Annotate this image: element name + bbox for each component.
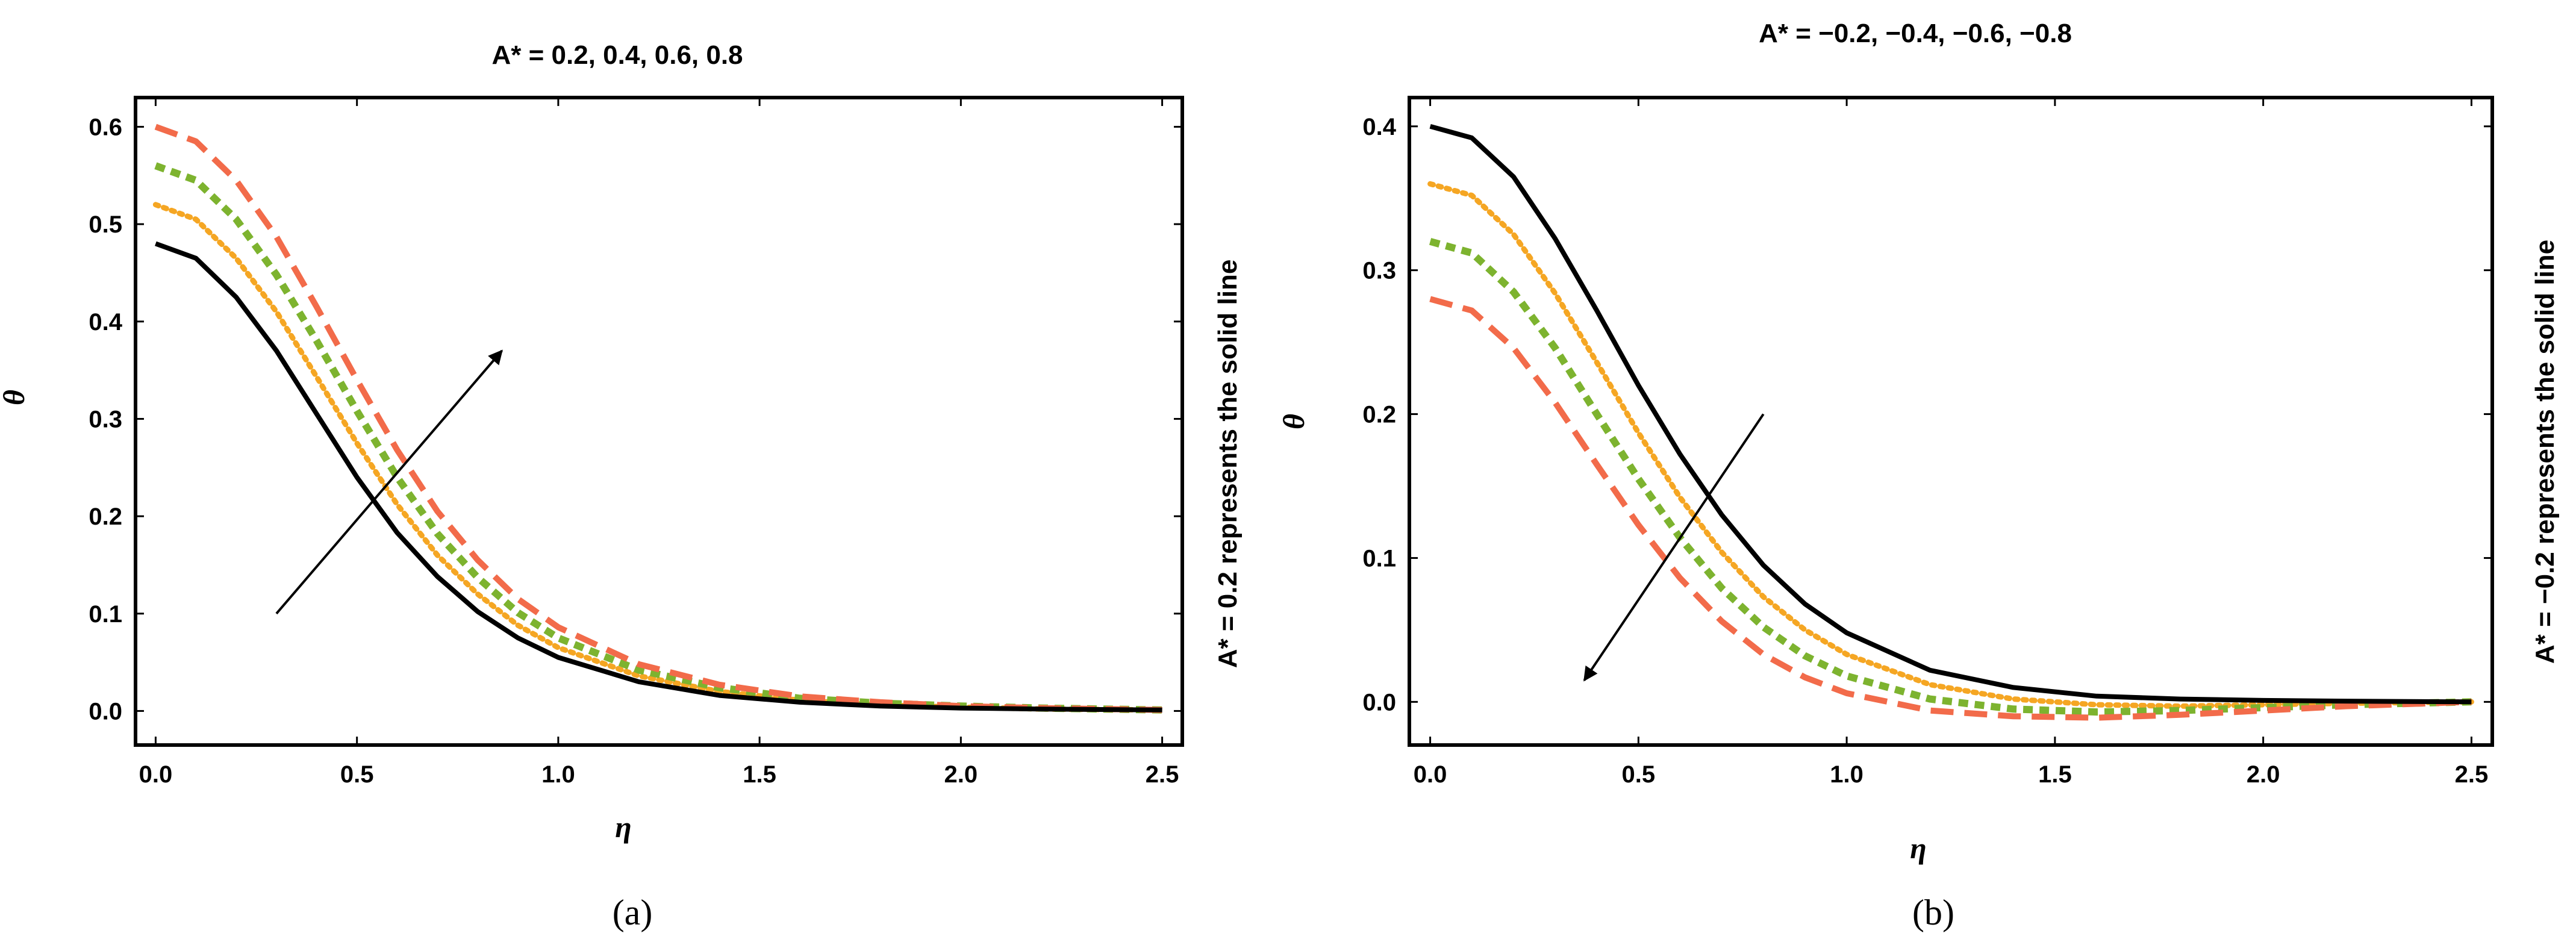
series-line-1 <box>155 241 1162 713</box>
x-tick-label: 2.5 <box>1146 761 1179 788</box>
y-tick-label: 0.6 <box>89 114 122 140</box>
series-line-2 <box>1427 181 2474 709</box>
trend-arrow <box>1583 413 1765 682</box>
x-tick-label: 1.5 <box>2038 761 2072 788</box>
panel-b-caption: (b) <box>1912 893 1954 932</box>
panel-b-y-axis-label: θ <box>1277 414 1311 429</box>
y-tick-label: 0.1 <box>89 601 122 628</box>
series-line-3 <box>154 162 1162 714</box>
panel-a-caption: (a) <box>613 893 653 932</box>
y-tick-label: 0.3 <box>1362 258 1396 284</box>
x-tick-label: 0.5 <box>340 761 374 788</box>
plot-frame <box>134 96 1184 747</box>
plot-frame <box>1408 96 2494 747</box>
y-tick-label: 0.5 <box>89 211 122 238</box>
x-tick-label: 0.0 <box>139 761 173 788</box>
panel-a-plot-area: 0.0 0.1 0.2 0.3 0.4 0.5 0.6 0.0 0.5 1.0 1.5 2.0 2.5 <box>89 96 1184 788</box>
x-tick-label: 2.5 <box>2455 761 2489 788</box>
y-tick-label: 0.1 <box>1362 545 1396 572</box>
series-line-1 <box>1429 123 2472 705</box>
panel-b: A* = −0.2, −0.4, −0.6, −0.8 0.0 0.1 0.2 0.3… <box>1277 19 2560 932</box>
series-line-3 <box>1429 238 2472 716</box>
y-tick-label: 0.4 <box>89 309 122 335</box>
y-tick-label: 0.2 <box>89 504 122 530</box>
y-tick-label: 0.3 <box>89 406 122 432</box>
x-tick-label: 2.0 <box>2247 761 2280 788</box>
panel-a: A* = 0.2, 0.4, 0.6, 0.8 0.00.10.20.30.40… <box>0 40 1243 932</box>
series-line-2 <box>152 202 1165 713</box>
panel-a-x-axis-label: η <box>615 810 631 844</box>
series-line-4 <box>1429 296 2472 721</box>
x-tick-label: 1.0 <box>1830 761 1863 788</box>
panel-b-x-axis-label: η <box>1910 831 1926 865</box>
x-tick-label: 1.0 <box>541 761 575 788</box>
y-tick-label: 0.0 <box>1362 689 1396 716</box>
x-tick-label: 0.5 <box>1622 761 1656 788</box>
x-tick-label: 2.0 <box>944 761 978 788</box>
y-tick-label: 0.0 <box>89 698 122 725</box>
x-tick-label: 0.0 <box>1414 761 1447 788</box>
x-tick-label: 1.5 <box>743 761 776 788</box>
y-tick-label: 0.4 <box>1362 114 1396 140</box>
panel-a-title: A* = 0.2, 0.4, 0.6, 0.8 <box>491 40 743 70</box>
y-tick-label: 0.2 <box>1362 402 1396 428</box>
panel-b-side-note: A* = −0.2 represents the solid line <box>2530 240 2560 664</box>
series-line-4 <box>154 123 1162 713</box>
panel-b-plot-area: 0.0 0.1 0.2 0.3 0.4 0.0 0.5 1.0 1.5 2.0 2.5 <box>1362 96 2494 788</box>
panel-a-y-axis-label: θ <box>0 390 31 405</box>
panel-a-side-note: A* = 0.2 represents the solid line <box>1213 260 1243 669</box>
trend-arrow <box>275 349 503 615</box>
panel-b-title: A* = −0.2, −0.4, −0.6, −0.8 <box>1759 19 2072 48</box>
